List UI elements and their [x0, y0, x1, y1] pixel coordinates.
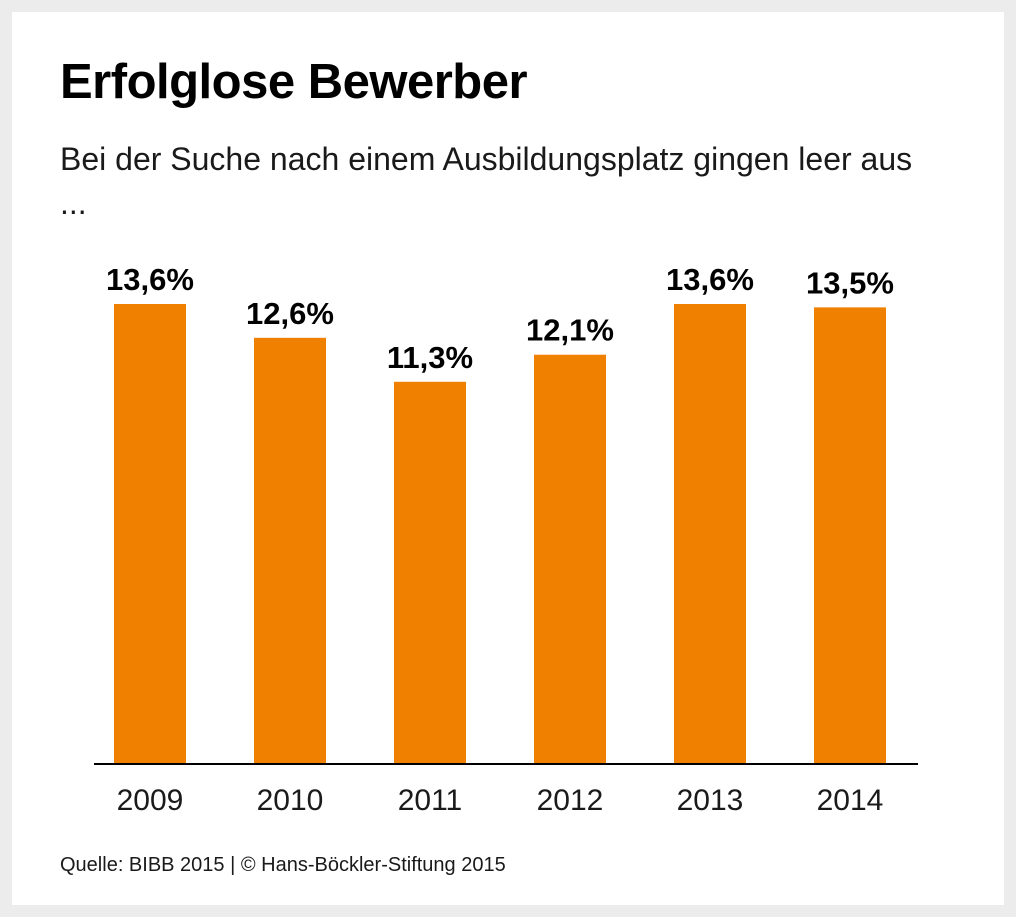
- chart-card: Erfolglose Bewerber Bei der Suche nach e…: [12, 12, 1004, 905]
- bar-2013: [674, 304, 746, 764]
- bar-chart: 13,6% 2009 12,6% 2010 11,3% 2011 12,1% 2012 13,6…: [94, 262, 918, 817]
- x-tick-label-2012: 2012: [537, 784, 604, 817]
- data-label-2013: 13,6%: [666, 262, 754, 297]
- chart-subtitle: Bei der Suche nach einem Ausbildungsplat…: [60, 141, 913, 221]
- data-label-2012: 12,1%: [526, 313, 614, 348]
- bar-2010: [254, 337, 326, 764]
- data-label-2009: 13,6%: [106, 262, 194, 297]
- data-label-2011: 11,3%: [387, 340, 473, 375]
- bar-2009: [114, 304, 186, 764]
- data-label-2010: 12,6%: [246, 296, 334, 331]
- data-label-2014: 13,5%: [806, 265, 894, 300]
- x-tick-label-2014: 2014: [817, 784, 884, 817]
- x-tick-label-2013: 2013: [677, 784, 744, 817]
- source-note: Quelle: BIBB 2015 | © Hans-Böckler-Stift…: [60, 854, 506, 876]
- x-tick-label-2009: 2009: [117, 784, 184, 817]
- x-tick-label-2011: 2011: [398, 784, 463, 817]
- bar-2014: [814, 307, 886, 764]
- x-tick-label-2010: 2010: [257, 784, 324, 817]
- bar-2011: [394, 381, 466, 764]
- chart-title: Erfolglose Bewerber: [60, 55, 528, 109]
- bar-2012: [534, 354, 606, 764]
